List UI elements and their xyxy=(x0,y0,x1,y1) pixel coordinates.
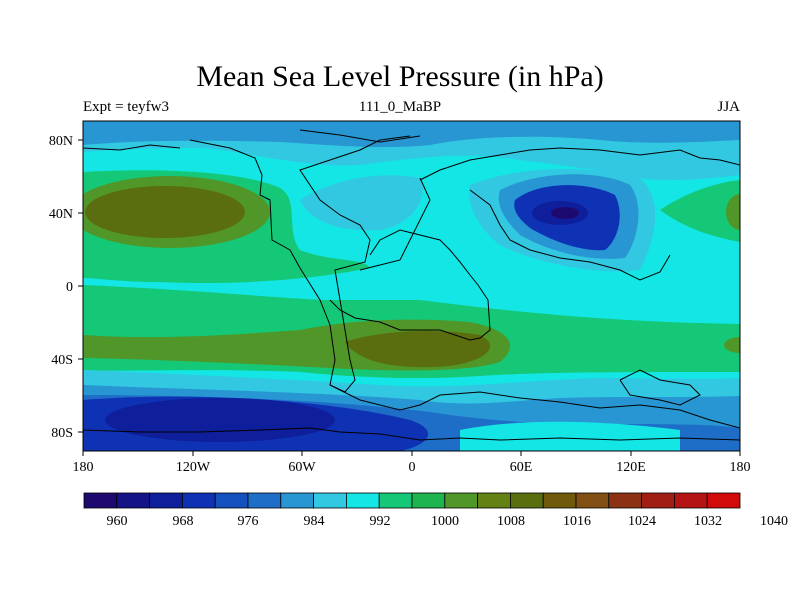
colorbar-label: 992 xyxy=(370,514,391,529)
lon-labels: 180 120W 60W 0 60E 120E 180 xyxy=(73,460,751,475)
colorbar-swatch xyxy=(181,492,216,509)
lon-label: 60W xyxy=(288,460,316,475)
colorbar-label: 968 xyxy=(173,514,194,529)
lat-label: 0 xyxy=(66,280,73,295)
field-east-olive xyxy=(726,194,740,230)
axis-ticks xyxy=(78,139,741,456)
lon-label: 0 xyxy=(409,460,416,475)
coastline-eurasia xyxy=(419,147,740,181)
coastline-antarctica-south xyxy=(83,427,740,441)
colorbar-swatch xyxy=(116,492,151,509)
colorbar-swatch xyxy=(608,492,642,509)
colorbar-swatch xyxy=(575,492,610,509)
lon-label: 120W xyxy=(176,460,211,475)
colorbar xyxy=(83,492,741,509)
season-label: JJA xyxy=(717,99,740,115)
coastline-north-island xyxy=(83,144,181,151)
coastline-antarctica xyxy=(329,384,740,429)
lon-label: 120E xyxy=(616,460,646,475)
colorbar-label: 1016 xyxy=(563,514,591,529)
experiment-label: Expt = teyfw3 xyxy=(83,99,169,115)
lon-label: 180 xyxy=(730,460,751,475)
colorbar-swatch xyxy=(509,492,544,509)
colorbar-swatch xyxy=(214,492,249,509)
coastline-africa-inner xyxy=(359,177,431,271)
lon-label: 60E xyxy=(510,460,533,475)
period-label: 111_0_MaBP xyxy=(358,99,442,115)
lat-labels: 80N 40N 0 40S 80S xyxy=(49,134,73,441)
lat-label: 80S xyxy=(51,426,73,441)
coastline-greenland xyxy=(299,129,421,143)
coastline-south-america xyxy=(329,229,491,341)
colorbar-swatch xyxy=(477,492,511,509)
lat-label: 80N xyxy=(49,134,73,149)
field-east-green xyxy=(660,180,740,242)
pressure-field xyxy=(83,121,740,451)
colorbar-swatch xyxy=(444,492,478,509)
lat-label: 40N xyxy=(49,207,73,222)
coastline-australia xyxy=(619,369,701,406)
lon-label: 180 xyxy=(73,460,94,475)
colorbar-label: 1008 xyxy=(497,514,525,529)
colorbar-label: 960 xyxy=(107,514,128,529)
colorbar-label: 1040 xyxy=(760,514,788,529)
colorbar-swatch xyxy=(280,492,314,509)
coastline-north-america xyxy=(189,135,411,393)
colorbar-swatch xyxy=(313,492,347,509)
field-atlantic-sky xyxy=(300,175,423,231)
coastline-asia-east xyxy=(469,189,671,281)
colorbar-label: 984 xyxy=(304,514,325,529)
field-south-brown xyxy=(345,330,490,368)
field-southern-low xyxy=(105,398,335,442)
coastlines xyxy=(83,129,740,441)
colorbar-swatch xyxy=(345,492,380,509)
colorbar-swatch xyxy=(247,492,282,509)
colorbar-label: 1024 xyxy=(628,514,656,529)
field-asian-low-center xyxy=(551,207,579,219)
colorbar-swatch xyxy=(674,492,708,509)
field-north-polar-blue xyxy=(83,121,740,148)
field-north-pacific-high xyxy=(85,186,245,238)
map-title: Mean Sea Level Pressure (in hPa) xyxy=(196,60,604,93)
field-south-pole-cyan xyxy=(460,421,680,451)
colorbar-swatch xyxy=(378,492,413,509)
colorbar-swatch xyxy=(149,492,183,509)
colorbar-labels: 960 968 976 984 992 1000 1008 1016 1024 … xyxy=(107,514,789,529)
colorbar-label: 976 xyxy=(238,514,259,529)
colorbar-swatch xyxy=(542,492,577,509)
field-south-east-olive xyxy=(724,337,740,353)
colorbar-swatch xyxy=(83,492,118,509)
colorbar-swatch xyxy=(641,492,675,509)
colorbar-swatch xyxy=(706,492,741,509)
lat-label: 40S xyxy=(51,353,73,368)
colorbar-swatch xyxy=(411,492,446,509)
colorbar-label: 1000 xyxy=(431,514,459,529)
colorbar-label: 1032 xyxy=(694,514,722,529)
